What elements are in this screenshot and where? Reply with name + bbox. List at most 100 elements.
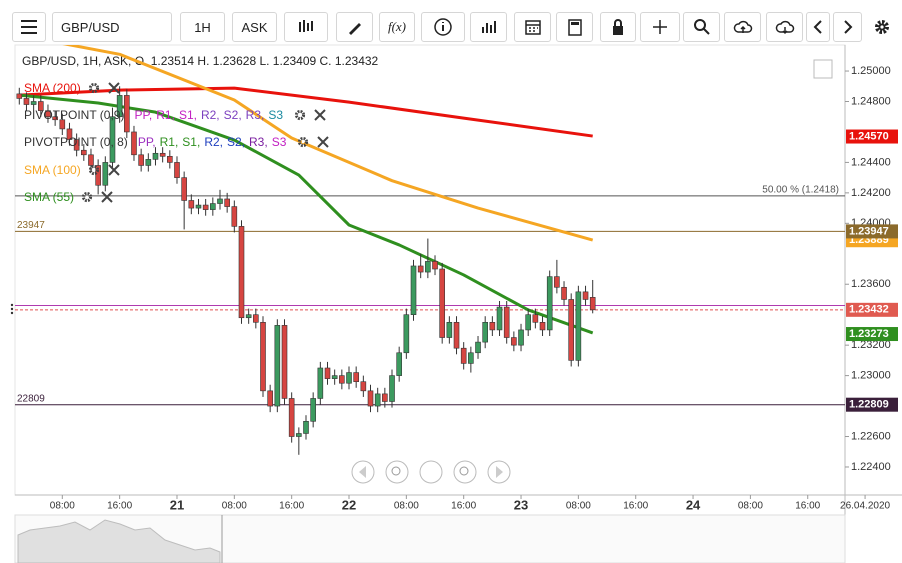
calendar-button[interactable] xyxy=(514,12,551,42)
candle-body xyxy=(546,276,553,331)
legend-row: PIVOTPOINT (0, 8) PP, R1, S1, R2, S2, R3, S3 xyxy=(24,134,330,150)
settings-icon[interactable] xyxy=(87,163,101,177)
legend-label: PIVOTPOINT (0,9) xyxy=(24,108,125,122)
settings-button[interactable] xyxy=(866,12,898,42)
candle-body xyxy=(224,198,230,207)
candle-body xyxy=(231,206,238,227)
price-label: 1.24570 xyxy=(849,130,889,142)
chart-type-button[interactable] xyxy=(284,12,328,42)
candle-body xyxy=(181,177,187,201)
price-label-box xyxy=(846,302,898,317)
upload-button[interactable] xyxy=(724,12,761,42)
candle-body xyxy=(367,390,374,407)
candle-body xyxy=(460,347,467,364)
volume-button[interactable] xyxy=(470,12,507,42)
candle-body xyxy=(589,297,596,311)
y-tick-label: 1.24800 xyxy=(851,95,891,107)
symbol-input[interactable]: GBP/USD xyxy=(52,12,172,42)
candle-body xyxy=(281,325,288,399)
pivot-item: S3 xyxy=(271,135,287,149)
remove-icon[interactable] xyxy=(316,135,330,149)
candle-body xyxy=(324,367,331,379)
x-tick-label: 26.04.2020 xyxy=(840,501,890,512)
draw-button[interactable] xyxy=(336,12,373,42)
candle-body xyxy=(554,276,560,288)
timeframe-button[interactable]: 1H xyxy=(180,12,225,42)
price-label-box xyxy=(846,129,898,144)
candle-body xyxy=(16,93,23,99)
candle-body xyxy=(410,265,417,315)
x-tick-label: 16:00 xyxy=(279,501,304,512)
candle-body xyxy=(425,261,431,273)
candle-body xyxy=(159,152,166,157)
y-tick-label: 1.23600 xyxy=(851,278,891,290)
settings-icon[interactable] xyxy=(293,108,307,122)
candle-body xyxy=(274,325,281,407)
pivot-item: S3 xyxy=(268,108,284,122)
info-button[interactable] xyxy=(421,12,465,42)
zoom-button[interactable] xyxy=(683,12,720,42)
candle-body xyxy=(245,314,252,319)
settings-icon[interactable] xyxy=(296,135,310,149)
candle-body xyxy=(217,198,223,204)
remove-icon[interactable] xyxy=(107,163,121,177)
candle-body xyxy=(288,398,295,437)
candle-body xyxy=(138,154,144,166)
y-tick-label: 1.23200 xyxy=(851,339,891,351)
pivot-item: S1, xyxy=(178,108,197,122)
lock-button[interactable] xyxy=(600,12,636,42)
navigator-area xyxy=(17,519,221,563)
candle-body xyxy=(23,98,30,105)
candle-body xyxy=(489,322,496,331)
candle-body xyxy=(30,101,37,105)
candle-body xyxy=(568,299,575,361)
legend-label: SMA (200) xyxy=(24,81,81,95)
candle-body xyxy=(167,156,173,163)
candle-body xyxy=(525,314,531,331)
back-button[interactable] xyxy=(806,12,830,42)
candle-body xyxy=(403,314,410,354)
dots xyxy=(10,307,14,311)
crosshair-button[interactable] xyxy=(640,12,680,42)
remove-icon[interactable] xyxy=(107,81,121,95)
candle-body xyxy=(439,268,445,338)
x-tick-label: 16:00 xyxy=(623,501,648,512)
function-button[interactable]: f(x) xyxy=(379,12,415,42)
info-line: GBP/USD, 1H, ASK, O. 1.23514 H. 1.23628 … xyxy=(22,54,379,68)
y-tick-label: 1.24200 xyxy=(851,187,891,199)
x-tick-label: 08:00 xyxy=(50,501,75,512)
candle-body xyxy=(202,204,209,210)
remove-icon[interactable] xyxy=(100,190,114,204)
x-tick-label: 22 xyxy=(342,497,356,512)
settings-icon[interactable] xyxy=(80,190,94,204)
candle-body xyxy=(561,286,567,300)
price-label: 1.22809 xyxy=(849,399,889,411)
forward-button[interactable] xyxy=(833,12,862,42)
candle-body xyxy=(339,375,345,384)
calculator-button[interactable] xyxy=(556,12,593,42)
price-label-box xyxy=(846,233,898,248)
candle-body xyxy=(353,372,359,383)
menu-button[interactable] xyxy=(12,12,46,42)
legend-label: SMA (55) xyxy=(24,190,75,204)
settings-icon[interactable] xyxy=(87,81,101,95)
price-side-button[interactable]: ASK xyxy=(232,12,277,42)
x-tick-label: 08:00 xyxy=(394,501,419,512)
remove-icon[interactable] xyxy=(313,108,327,122)
pivot-item: R1, xyxy=(156,108,175,122)
candle-body xyxy=(360,381,367,392)
y-tick-label: 1.22600 xyxy=(851,430,891,442)
dots xyxy=(10,311,14,315)
candle-body xyxy=(260,322,266,392)
candle-body xyxy=(317,367,324,399)
x-tick-label: 24 xyxy=(686,497,701,512)
x-tick-label: 16:00 xyxy=(795,501,820,512)
pivot-item: PP, xyxy=(137,135,156,149)
candle-body xyxy=(152,152,159,160)
download-button[interactable] xyxy=(766,12,803,42)
candle-body xyxy=(503,306,510,338)
candle-body xyxy=(482,322,488,343)
candle-body xyxy=(468,352,474,364)
